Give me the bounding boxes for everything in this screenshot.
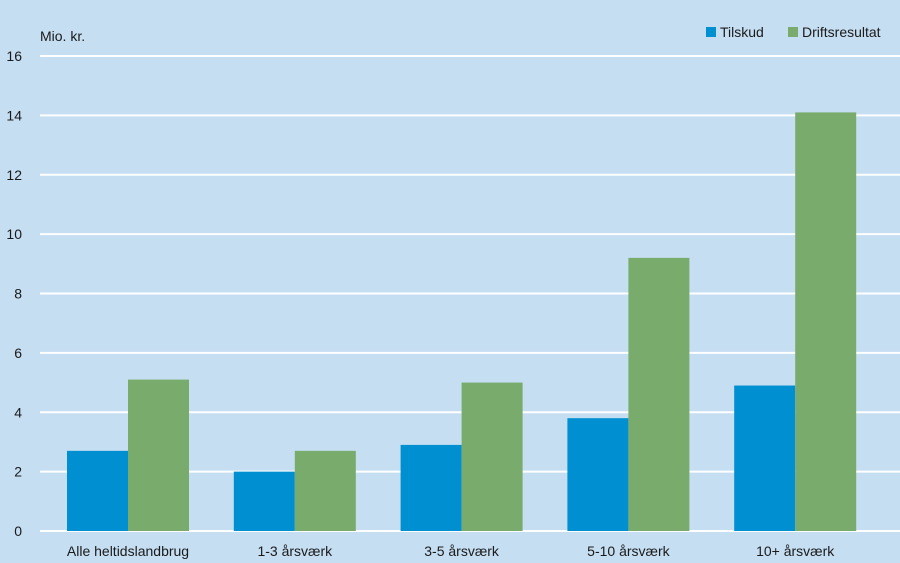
legend-swatch-tilskud <box>706 27 716 37</box>
x-tick-label: 1-3 årsværk <box>257 543 333 559</box>
bars <box>67 112 857 531</box>
y-tick-label: 12 <box>6 167 22 183</box>
bar-tilskud-2 <box>400 444 462 531</box>
bar-driftsresultat-2 <box>461 382 523 531</box>
x-tick-labels: Alle heltidslandbrug 1-3 årsværk 3-5 årsvæ… <box>67 543 835 559</box>
bar-driftsresultat-3 <box>628 257 690 531</box>
bar-driftsresultat-1 <box>294 450 356 531</box>
y-tick-label: 16 <box>6 48 22 64</box>
bar-tilskud-1 <box>233 471 295 531</box>
y-tick-labels: 0 2 4 6 8 10 12 14 16 <box>6 48 22 539</box>
bar-tilskud-0 <box>67 450 128 531</box>
y-tick-label: 6 <box>14 345 22 361</box>
x-tick-label: Alle heltidslandbrug <box>67 543 189 559</box>
x-tick-label: 5-10 årsværk <box>587 543 670 559</box>
x-tick-label: 3-5 årsværk <box>424 543 500 559</box>
y-axis-title: Mio. kr. <box>40 28 85 44</box>
y-tick-label: 8 <box>14 286 22 302</box>
bar-tilskud-4 <box>734 385 796 531</box>
x-tick-label: 10+ årsværk <box>756 543 835 559</box>
y-tick-label: 10 <box>6 226 22 242</box>
bar-driftsresultat-0 <box>128 379 189 531</box>
y-tick-label: 4 <box>14 404 22 420</box>
bar-tilskud-3 <box>567 418 629 531</box>
y-tick-label: 14 <box>6 107 22 123</box>
legend-label-tilskud: Tilskud <box>720 24 764 40</box>
y-tick-label: 0 <box>14 523 22 539</box>
legend-swatch-driftsresultat <box>788 27 798 37</box>
bar-driftsresultat-4 <box>795 112 857 531</box>
legend-label-driftsresultat: Driftsresultat <box>802 24 881 40</box>
legend: Tilskud Driftsresultat <box>706 24 881 40</box>
y-tick-label: 2 <box>14 464 22 480</box>
